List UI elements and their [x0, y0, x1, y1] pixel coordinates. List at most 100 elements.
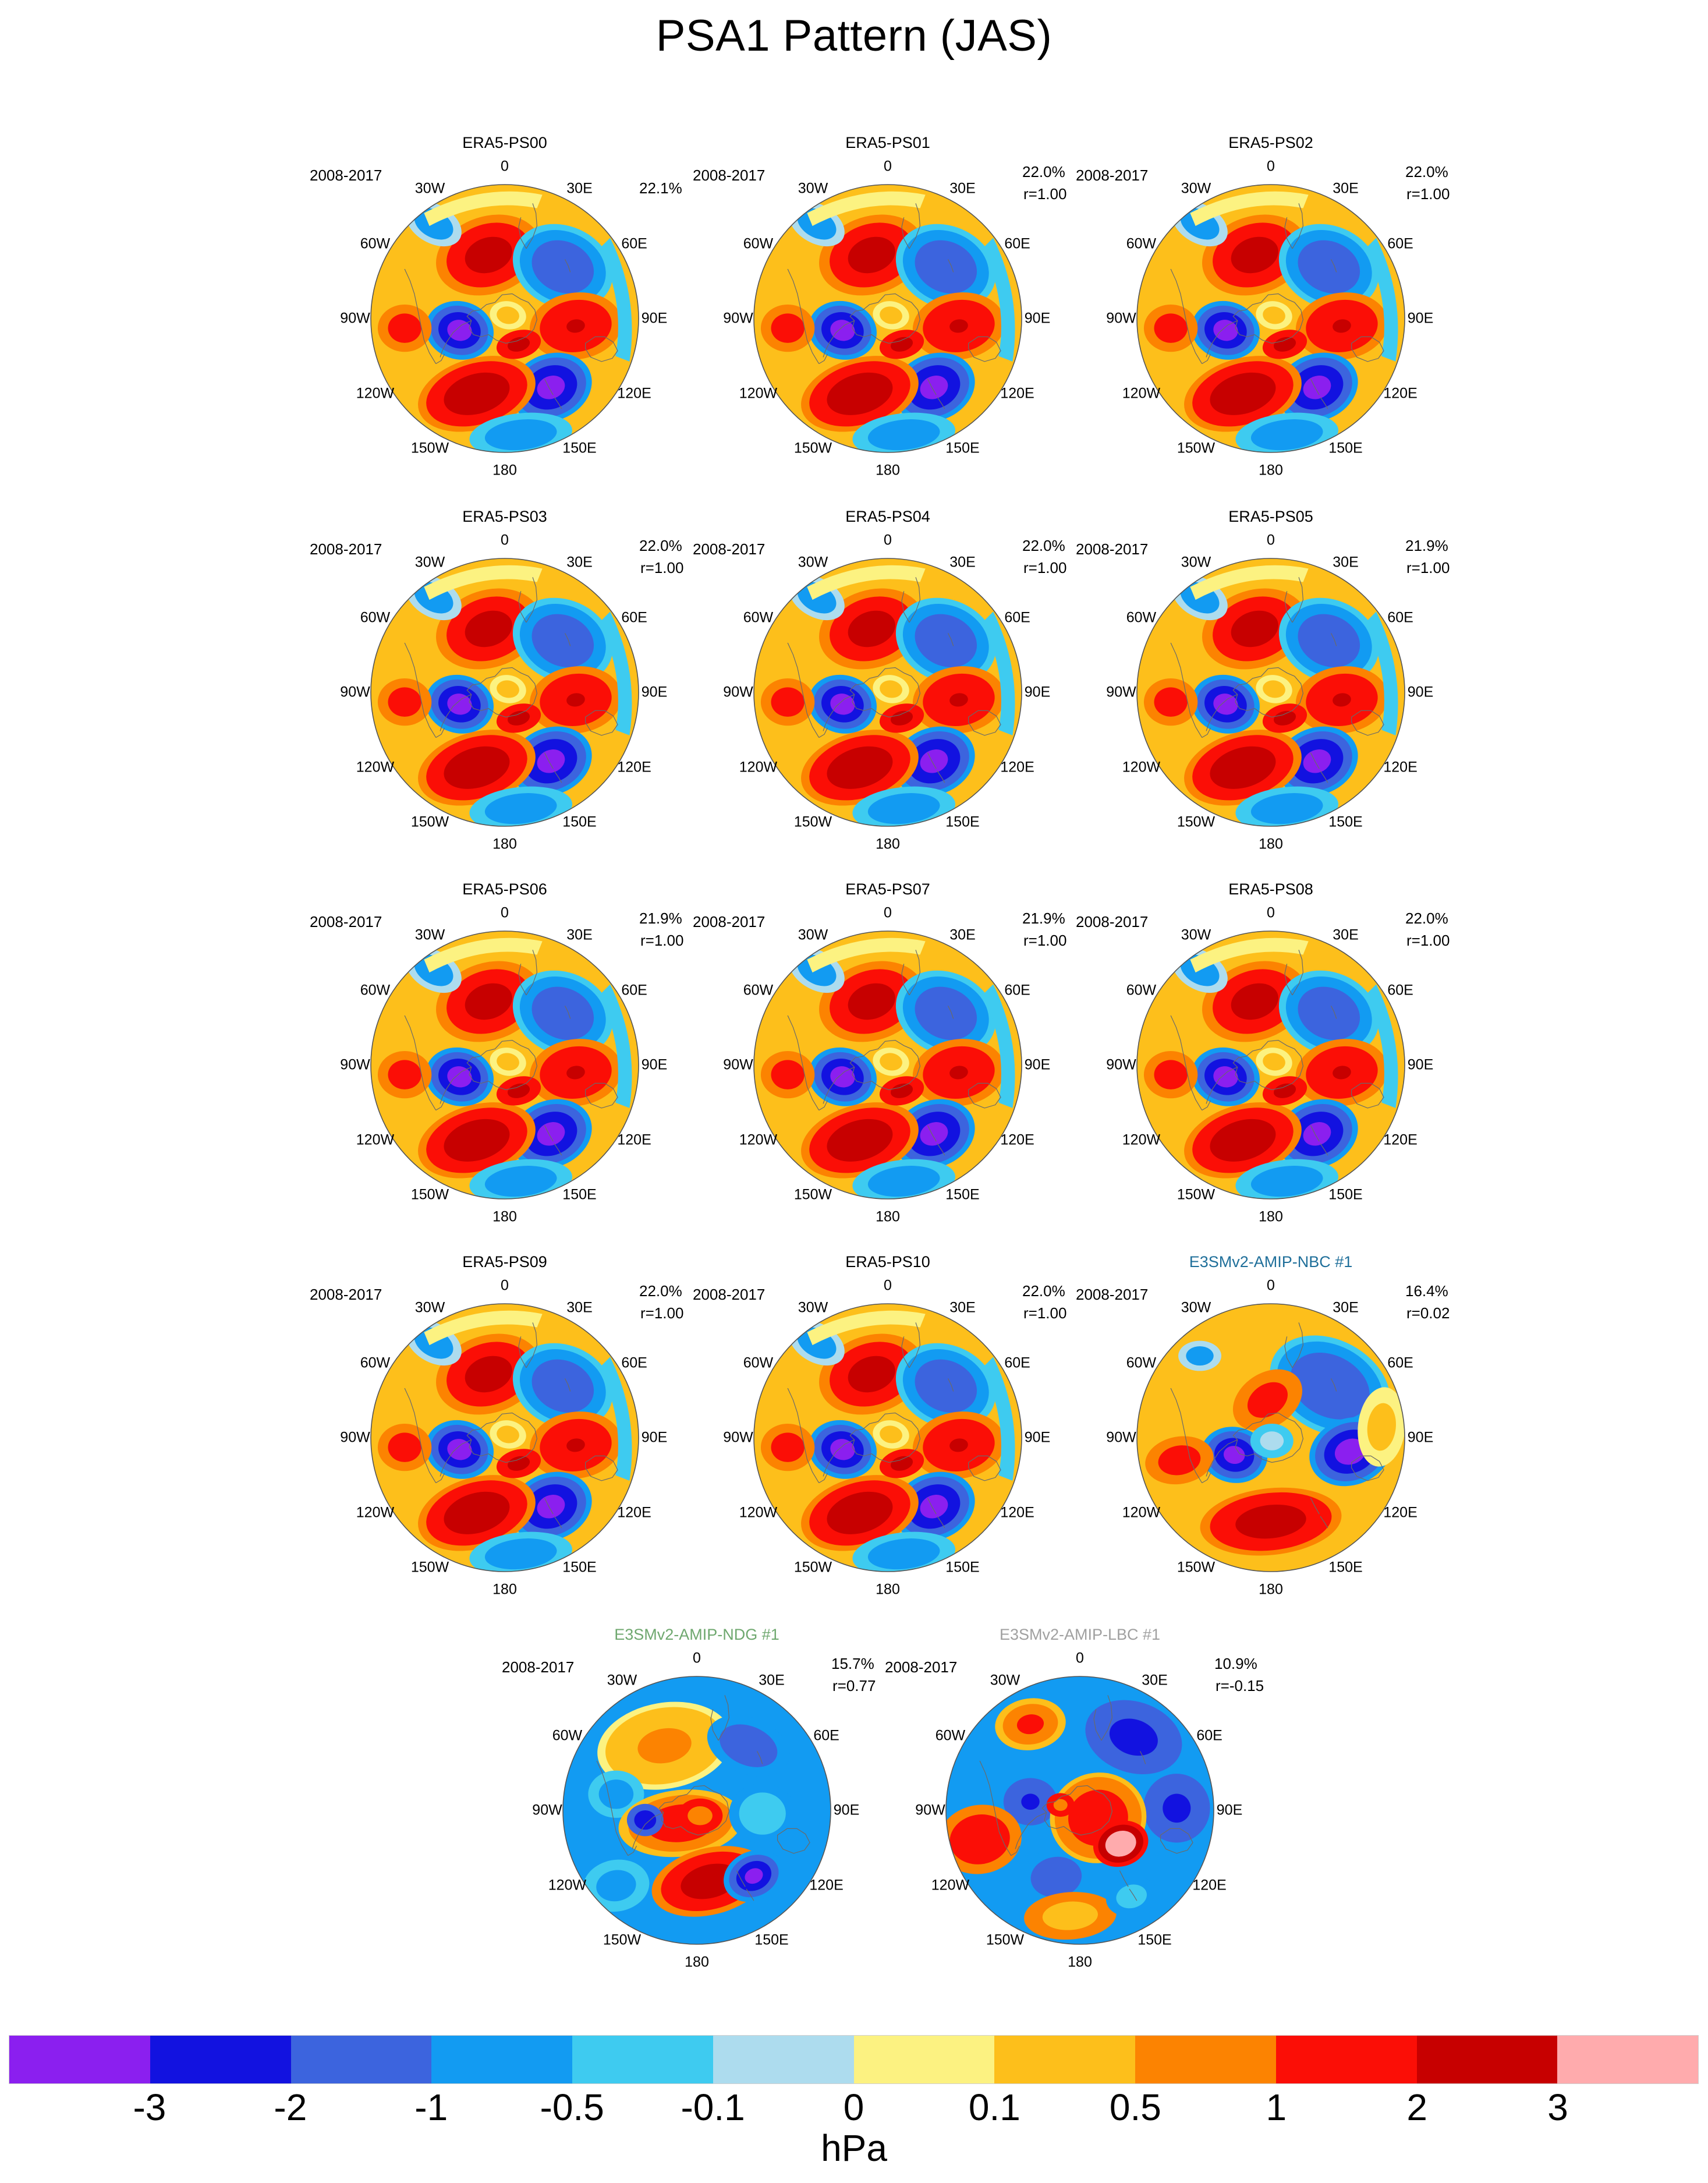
- rim-cyan-east: [599, 238, 632, 362]
- longitude-label-30W: 30W: [414, 180, 445, 197]
- pole-pos-ring1: [890, 1083, 913, 1098]
- polar-stereographic-map[interactable]: [370, 558, 639, 827]
- longitude-label-0: 0: [884, 1277, 892, 1294]
- pole-pos-ring1: [890, 710, 913, 726]
- map-panel[interactable]: ERA5-PS06 2008-2017 21.9% r=1.00 0 30E 60E 90E 1…: [310, 880, 683, 1237]
- panel-title: ERA5-PS00: [462, 134, 547, 151]
- longitude-label-120E: 120E: [1192, 1877, 1227, 1893]
- longitude-label-120E: 120E: [1383, 1504, 1418, 1520]
- variance-explained-label: 22.0%: [1405, 910, 1448, 927]
- polar-stereographic-map[interactable]: [370, 930, 639, 1200]
- pos-lobe-lower-ring2: [827, 746, 893, 789]
- map-panel[interactable]: ERA5-PS09 2008-2017 22.0% r=1.00 0 30E 60E 90E 1…: [310, 1253, 683, 1609]
- map-panel[interactable]: ERA5-PS08 2008-2017 22.0% r=1.00 0 30E 60E 90E 1…: [1076, 880, 1450, 1237]
- polar-stereographic-map[interactable]: [753, 930, 1022, 1200]
- colorbar-tick-label: -0.1: [681, 2086, 745, 2128]
- longitude-label-120E: 120E: [1000, 1504, 1034, 1520]
- coastline: [1330, 633, 1337, 646]
- polar-stereographic-map[interactable]: [753, 1303, 1022, 1572]
- coastline: [927, 1125, 937, 1142]
- longitude-label-60W: 60W: [935, 1727, 966, 1743]
- neg-low-east-ring3: [537, 1495, 565, 1519]
- longitude-label-120E: 120E: [809, 1877, 844, 1893]
- neg-southwest-ring1: [596, 1870, 636, 1902]
- longitude-label-0: 0: [1076, 1650, 1084, 1667]
- pos-lobe-upper-ring2: [465, 1356, 512, 1393]
- map-panel[interactable]: ERA5-PS04 2008-2017 22.0% r=1.00 0 30E 60E 90E 1…: [693, 508, 1066, 864]
- colorbar-band-7: [994, 2036, 1135, 2083]
- variance-explained-label: 22.0%: [1022, 163, 1065, 181]
- coastline: [1351, 1455, 1384, 1481]
- polar-stereographic-map[interactable]: [1136, 1303, 1405, 1572]
- polar-stereographic-map[interactable]: [753, 558, 1022, 827]
- map-panel[interactable]: E3SMv2-AMIP-NBC #1 2008-2017 16.4% r=0.02 0 3…: [1076, 1253, 1450, 1609]
- coastline: [1206, 694, 1238, 731]
- coastline: [849, 1039, 921, 1091]
- map-panel[interactable]: ERA5-PS02 2008-2017 22.0% r=1.00 0 30E 60E 90E 1…: [1076, 134, 1450, 490]
- correlation-label: r=1.00: [640, 559, 684, 576]
- longitude-label-60E: 60E: [1387, 1354, 1413, 1371]
- neg-west-pole-ring1: [1021, 1793, 1040, 1810]
- polar-stereographic-map[interactable]: [945, 1676, 1214, 1945]
- contour-fill-layer: [371, 185, 639, 452]
- polar-stereographic-map[interactable]: [562, 1676, 831, 1945]
- polar-stereographic-map[interactable]: [753, 184, 1022, 453]
- colorbar-tick-label: 0: [843, 2086, 864, 2128]
- colorbar[interactable]: [9, 2035, 1699, 2084]
- map-panel[interactable]: ERA5-PS03 2008-2017 22.0% r=1.00 0 30E 60E 90E 1…: [310, 508, 683, 864]
- polar-stereographic-map[interactable]: [370, 1303, 639, 1572]
- longitude-label-60E: 60E: [621, 609, 647, 625]
- map-panel[interactable]: E3SMv2-AMIP-NDG #1 2008-2017 15.7% r=0.77 0 3…: [502, 1626, 876, 1982]
- polar-stereographic-map[interactable]: [370, 184, 639, 453]
- rim-cyan-east: [982, 984, 1015, 1108]
- longitude-label-60E: 60E: [1004, 235, 1030, 252]
- coastline: [909, 950, 921, 996]
- neg-low-westpole-ring3: [830, 694, 855, 715]
- longitude-label-90W: 90W: [340, 310, 370, 327]
- map-panel[interactable]: ERA5-PS00 2008-2017 22.1% 0 30E 60E 90E 120E 150…: [310, 134, 682, 490]
- rim-yellow-top: [1190, 937, 1309, 973]
- polar-stereographic-map[interactable]: [1136, 184, 1405, 453]
- coastline: [823, 320, 855, 358]
- rim-cyan-east: [982, 611, 1015, 735]
- coastline: [1330, 1006, 1337, 1019]
- coastline: [901, 217, 910, 249]
- coastline: [658, 1785, 730, 1836]
- neg-low-southeast-ring3: [745, 1868, 763, 1884]
- map-panel[interactable]: ERA5-PS10 2008-2017 22.0% r=1.00 0 30E 60E 90E 1…: [693, 1253, 1066, 1609]
- longitude-label-60W: 60W: [743, 609, 774, 625]
- map-panel[interactable]: ERA5-PS07 2008-2017 21.9% r=1.00 0 30E 60E 90E 1…: [693, 880, 1066, 1237]
- coastline: [718, 1695, 730, 1741]
- panel-period-label: 2008-2017: [1076, 1286, 1149, 1303]
- neg-low-east-ring3: [537, 749, 565, 773]
- longitude-label-30W: 30W: [1181, 180, 1211, 197]
- longitude-label-30E: 30E: [949, 926, 976, 943]
- longitude-label-60E: 60E: [1004, 982, 1030, 998]
- neg-lobe-upperright-ring2: [1298, 240, 1360, 293]
- coastline: [927, 378, 937, 395]
- panel-period-label: 2008-2017: [1076, 913, 1149, 930]
- map-panel[interactable]: ERA5-PS05 2008-2017 21.9% r=1.00 0 30E 60E 90E 1…: [1076, 508, 1450, 864]
- pole-mixed-ring1: [1263, 306, 1285, 324]
- longitude-label-60E: 60E: [1387, 235, 1413, 252]
- coastline: [1170, 1015, 1203, 1110]
- longitude-label-150W: 150W: [1177, 440, 1216, 457]
- pos-lobe-lower-ring2: [827, 372, 893, 415]
- variance-explained-label: 21.9%: [1022, 910, 1065, 927]
- polar-stereographic-map[interactable]: [1136, 558, 1405, 827]
- neg-low-east-ring3: [537, 1122, 565, 1146]
- variance-explained-label: 21.9%: [1405, 537, 1448, 554]
- pos-lobe-upper-ring2: [465, 610, 512, 648]
- map-panel[interactable]: E3SMv2-AMIP-LBC #1 2008-2017 10.9% r=-0.15 0…: [885, 1626, 1264, 1982]
- neg-low-westpole-ring3: [1213, 320, 1238, 341]
- longitude-label-90E: 90E: [641, 1429, 668, 1446]
- map-panel[interactable]: ERA5-PS01 2008-2017 22.0% r=1.00 0 30E 60E 90E 1…: [693, 134, 1066, 490]
- coastline: [1284, 964, 1293, 996]
- polar-stereographic-map[interactable]: [1136, 930, 1405, 1200]
- longitude-label-180: 180: [876, 1208, 900, 1225]
- longitude-label-150W: 150W: [1177, 813, 1216, 830]
- neg-lobe-upperright-ring2: [531, 240, 594, 293]
- map-boundary-circle: [753, 930, 1022, 1200]
- panel-period-label: 2008-2017: [310, 540, 382, 558]
- longitude-label-150E: 150E: [754, 1931, 789, 1948]
